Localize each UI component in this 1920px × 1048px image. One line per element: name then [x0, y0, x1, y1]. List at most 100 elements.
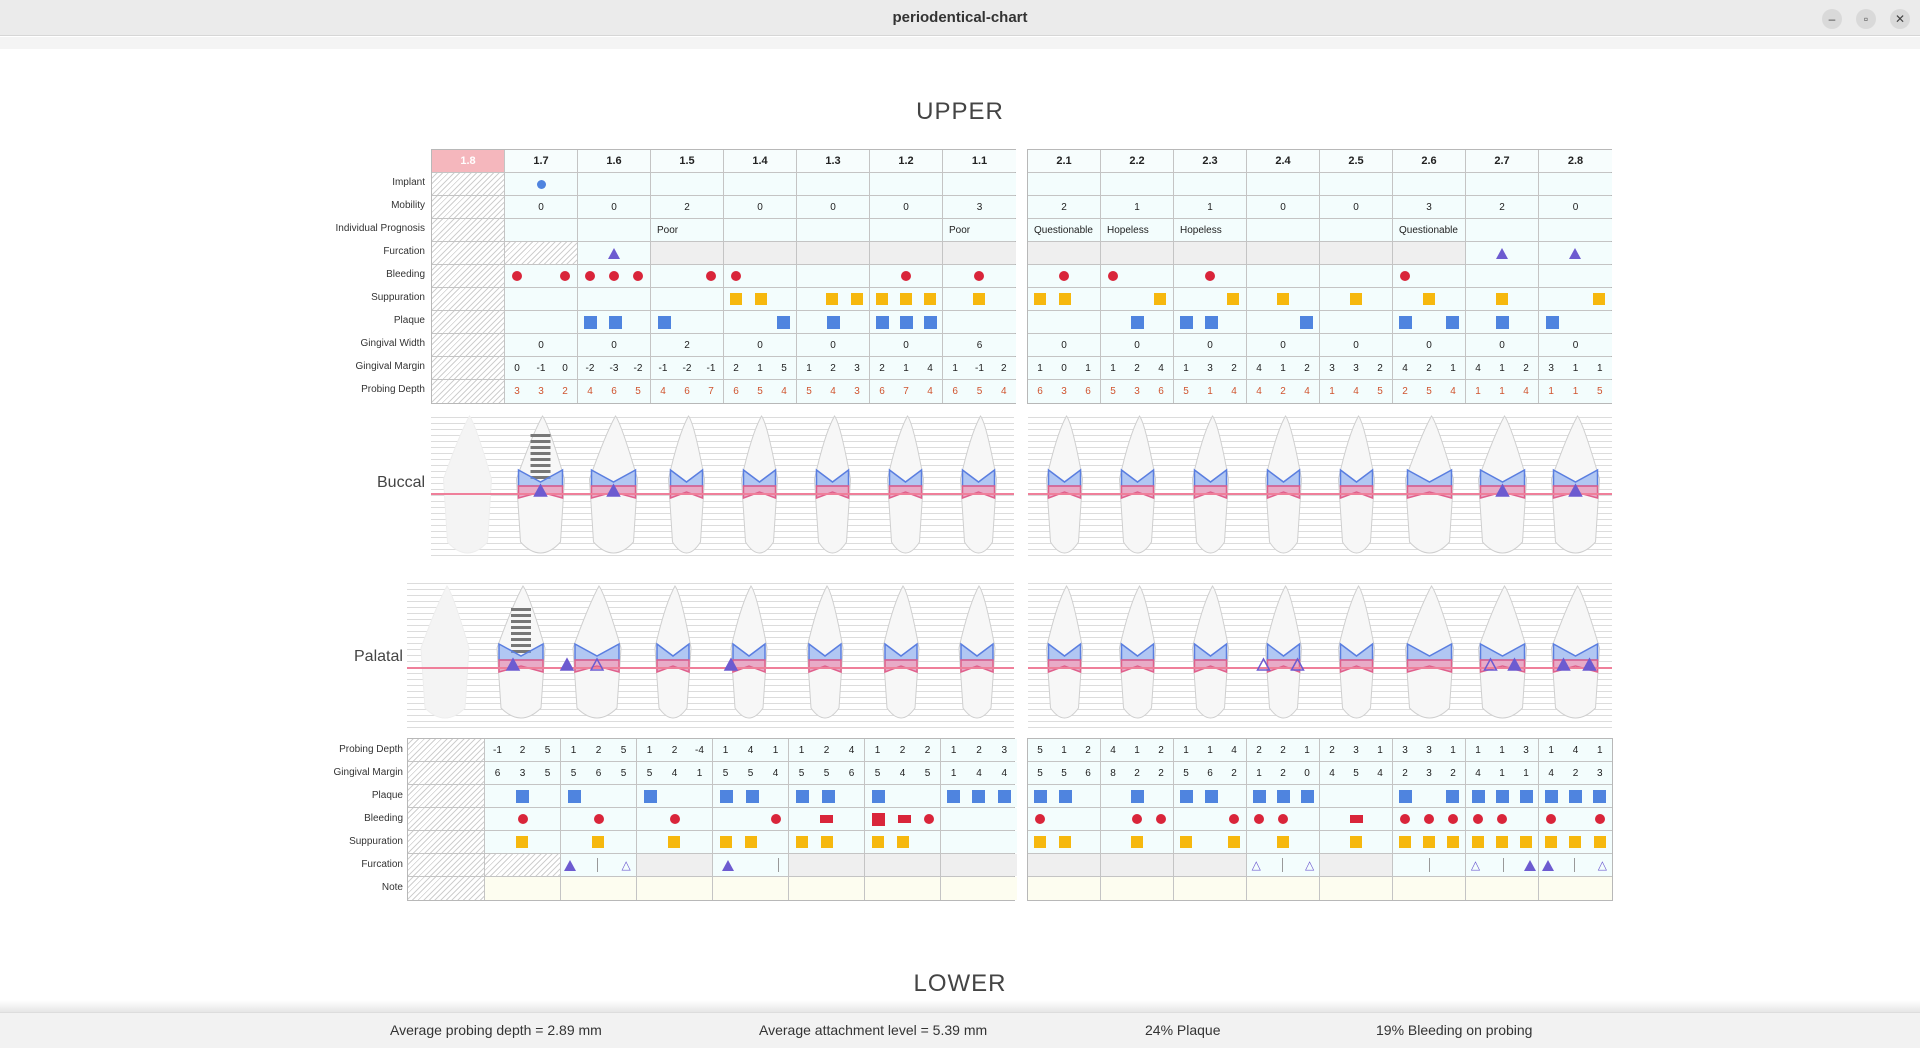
gingival-margin-value[interactable]: 4 — [1001, 767, 1008, 779]
suppuration-square[interactable] — [1034, 836, 1047, 848]
mobility-value[interactable]: 1 — [1134, 201, 1140, 213]
probing-depth-value[interactable]: 4 — [927, 386, 933, 397]
tooth-number-1-8[interactable]: 1.8 — [432, 150, 505, 172]
plaque-square[interactable] — [657, 315, 671, 329]
tooth-cell[interactable]: 6 5 4 — [943, 380, 1016, 403]
tooth-cell[interactable] — [578, 288, 651, 310]
tooth-cell[interactable] — [1174, 808, 1247, 830]
tooth-cell[interactable]: 8 2 2 — [1101, 762, 1174, 784]
tooth-cell[interactable] — [1539, 242, 1612, 264]
tooth-cell[interactable] — [943, 242, 1016, 264]
plaque-square[interactable] — [923, 315, 937, 329]
tooth-cell[interactable]: 1 -1 2 — [943, 357, 1016, 379]
tooth-cell[interactable] — [797, 173, 870, 195]
tooth-cell[interactable]: Poor — [651, 219, 724, 241]
gingival-margin-value[interactable]: 2 — [1158, 767, 1164, 779]
probing-depth-value[interactable]: 2 — [1402, 386, 1408, 397]
probing-depth-value[interactable]: 5 — [544, 744, 551, 756]
tooth-number-1-6[interactable]: 1.6 — [578, 150, 651, 172]
tooth-cell[interactable] — [1101, 265, 1174, 287]
tooth-cell[interactable] — [578, 242, 651, 264]
probing-depth-value[interactable]: 6 — [952, 386, 958, 397]
tooth-cell[interactable] — [724, 173, 797, 195]
probing-depth-value[interactable]: 6 — [684, 386, 690, 397]
furcation-triangle-filled[interactable] — [721, 859, 734, 871]
probing-depth-value[interactable]: 6 — [733, 386, 739, 397]
gingival-width-value[interactable]: 2 — [684, 339, 690, 351]
gingival-width-value[interactable]: 0 — [1426, 339, 1432, 351]
tooth-cell[interactable] — [870, 242, 943, 264]
plaque-square[interactable] — [1593, 789, 1607, 803]
tooth-cell[interactable]: 3 1 1 — [1539, 357, 1612, 379]
probing-depth-value[interactable]: 2 — [595, 744, 602, 756]
tooth-cell[interactable] — [1174, 854, 1247, 876]
probing-depth-value[interactable]: 4 — [781, 386, 787, 397]
gingival-width-value[interactable]: 0 — [1280, 339, 1286, 351]
tooth-cell[interactable]: 5 5 4 — [713, 762, 789, 784]
gingival-margin-value[interactable]: 6 — [494, 767, 501, 779]
suppuration-square[interactable] — [719, 836, 732, 848]
tooth-cell[interactable]: 1 2 4 — [789, 739, 865, 761]
gingival-margin-value[interactable]: 5 — [924, 767, 931, 779]
tooth-cell[interactable]: 0 — [1101, 334, 1174, 356]
tooth-cell[interactable] — [485, 808, 561, 830]
probing-depth-value[interactable]: 1 — [1450, 744, 1456, 756]
plaque-square[interactable] — [972, 789, 986, 803]
tooth-cell[interactable] — [1101, 311, 1174, 333]
probing-depth-value[interactable]: 5 — [1110, 386, 1116, 397]
maximize-button[interactable]: ▫ — [1856, 9, 1876, 29]
tooth-cell[interactable] — [561, 831, 637, 853]
gingival-margin-value[interactable]: -3 — [609, 362, 619, 374]
tooth-cell[interactable]: 1 2 3 — [941, 739, 1017, 761]
tooth-cell[interactable]: -1 -2 -1 — [651, 357, 724, 379]
tooth-cell[interactable] — [941, 831, 1017, 853]
suppuration-square[interactable] — [668, 836, 681, 848]
tooth-cell[interactable]: 2 3 2 — [1393, 762, 1466, 784]
furcation-triangle-outline[interactable]: △ — [1305, 858, 1315, 872]
note-cell[interactable] — [1028, 877, 1101, 900]
suppuration-square[interactable] — [745, 836, 758, 848]
mobility-value[interactable]: 0 — [830, 201, 836, 213]
tooth-cell[interactable] — [797, 288, 870, 310]
tooth-cell[interactable]: 4 1 2 — [1101, 739, 1174, 761]
tooth-cell[interactable]: 1 — [1101, 196, 1174, 218]
tooth-cell[interactable] — [1028, 854, 1101, 876]
tooth-cell[interactable] — [941, 854, 1017, 876]
probing-depth-value[interactable]: 4 — [1110, 744, 1116, 756]
tooth-cell[interactable] — [432, 334, 505, 356]
tooth-cell[interactable] — [637, 785, 713, 807]
tooth-cell[interactable]: 0 — [1028, 334, 1101, 356]
bleeding-dot[interactable] — [1424, 814, 1434, 824]
tooth-cell[interactable]: 3 3 2 — [1320, 357, 1393, 379]
bleeding-dot[interactable] — [517, 814, 528, 824]
plaque-square[interactable] — [821, 789, 835, 803]
tooth-cell[interactable]: 2 — [651, 334, 724, 356]
tooth-number-1-1[interactable]: 1.1 — [943, 150, 1016, 172]
plaque-square[interactable] — [1299, 315, 1313, 329]
gingival-margin-value[interactable]: 4 — [1475, 767, 1481, 779]
tooth-cell[interactable] — [713, 854, 789, 876]
suppuration-square[interactable] — [516, 836, 529, 848]
gingival-margin-value[interactable]: -1 — [536, 362, 546, 374]
tooth-cell[interactable] — [724, 265, 797, 287]
plaque-square[interactable] — [899, 315, 913, 329]
tooth-cell[interactable] — [651, 265, 724, 287]
tooth-cell[interactable]: 1 1 3 — [1466, 739, 1539, 761]
tooth-cell[interactable]: 5 5 6 — [789, 762, 865, 784]
tooth-cell[interactable] — [561, 785, 637, 807]
gingival-margin-value[interactable]: 6 — [1207, 767, 1213, 779]
plaque-square[interactable] — [1446, 315, 1459, 329]
plaque-square[interactable] — [872, 789, 885, 803]
probing-depth-value[interactable]: 5 — [620, 744, 627, 756]
probing-depth-value[interactable]: 6 — [611, 386, 617, 397]
bleeding-dot[interactable] — [1205, 271, 1215, 281]
gingival-margin-value[interactable]: 1 — [1110, 362, 1116, 374]
tooth-cell[interactable]: 4 1 1 — [1466, 762, 1539, 784]
tooth-cell[interactable] — [865, 785, 941, 807]
probing-depth-value[interactable]: 1 — [570, 744, 577, 756]
probing-depth-value[interactable]: 2 — [1329, 744, 1335, 756]
furcation-triangle-filled[interactable] — [1523, 859, 1536, 871]
tooth-cell[interactable]: 4 6 5 — [578, 380, 651, 403]
gingival-margin-value[interactable]: 2 — [1231, 767, 1237, 779]
tooth-cell[interactable]: 2 1 4 — [870, 357, 943, 379]
